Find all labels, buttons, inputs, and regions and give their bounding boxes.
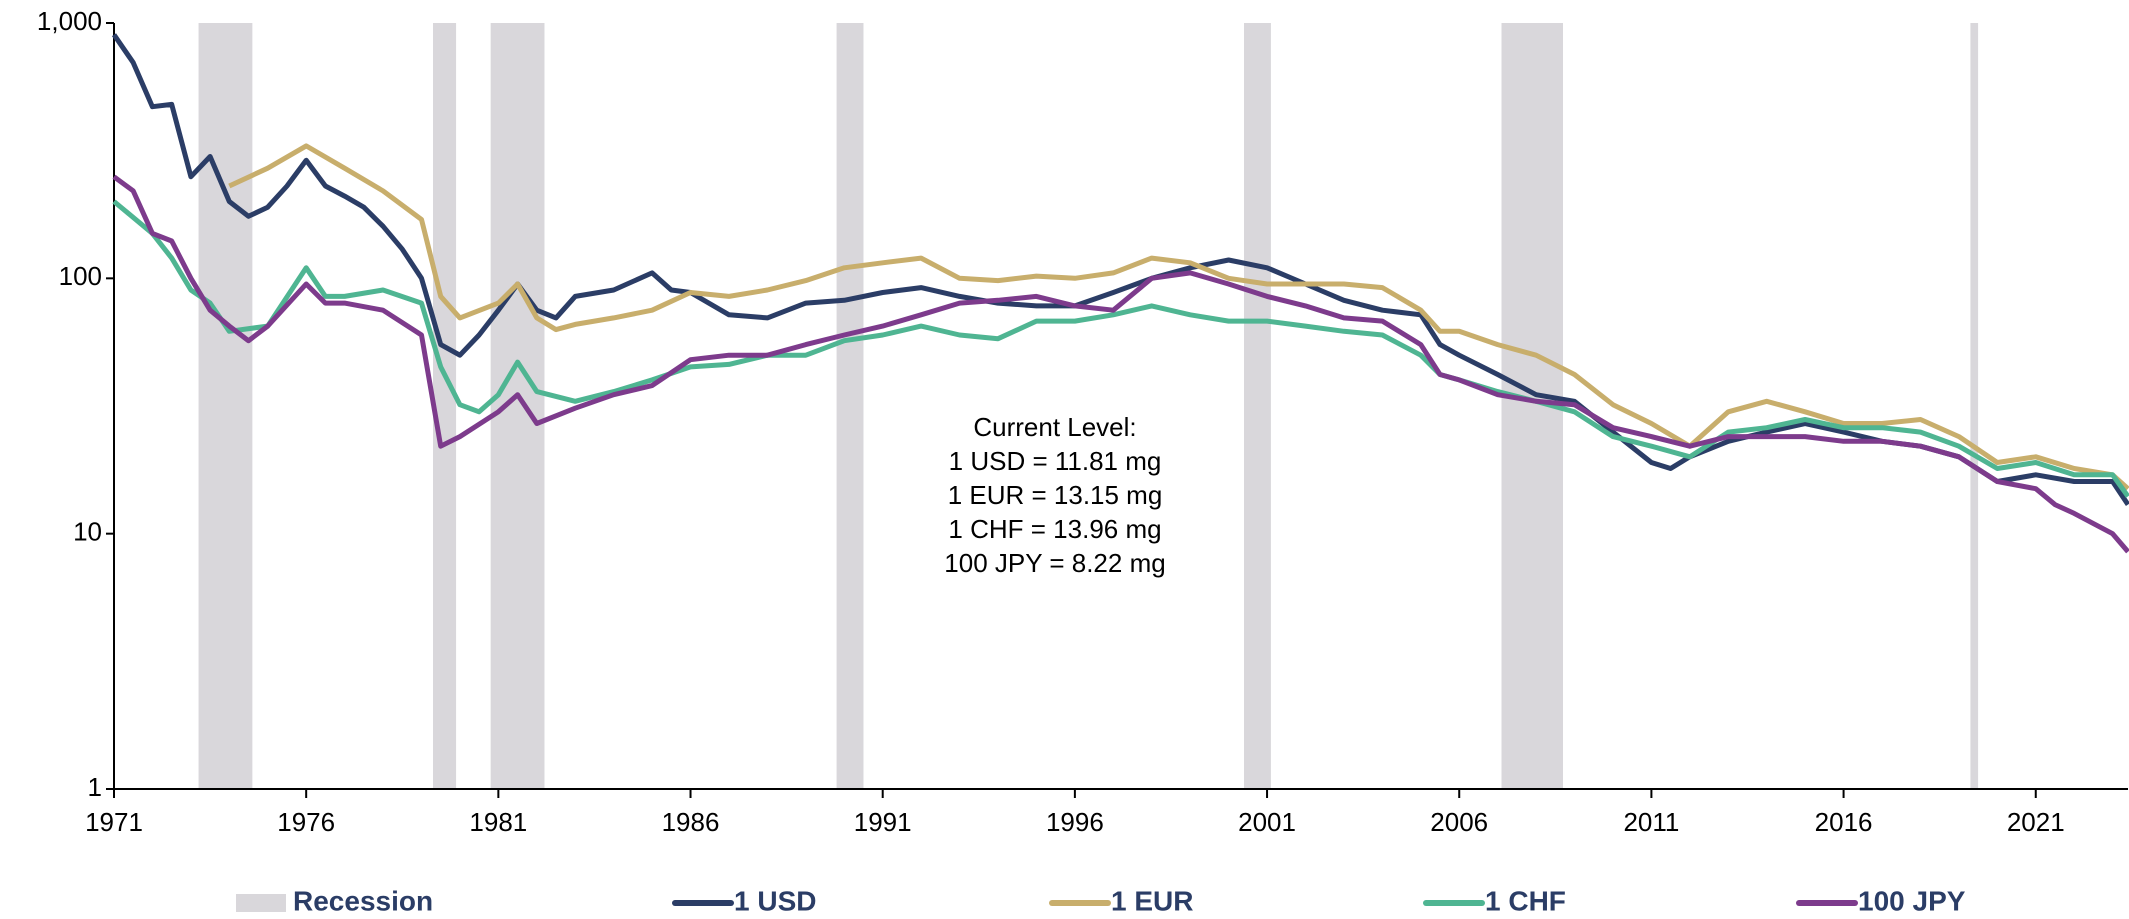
legend-label: 1 EUR	[1111, 885, 1193, 916]
series-line	[228, 143, 2129, 491]
x-tick-label: 1981	[469, 807, 527, 837]
legend-label: 1 CHF	[1485, 885, 1566, 916]
x-tick-label: 1991	[854, 807, 912, 837]
legend-label: 100 JPY	[1858, 885, 1966, 916]
x-tick-label: 2001	[1238, 807, 1296, 837]
annotation-line: 100 JPY = 8.22 mg	[944, 548, 1165, 578]
x-tick-label: 1971	[85, 807, 143, 837]
annotation-line: 1 USD = 11.81 mg	[949, 446, 1162, 476]
annotation-line: 1 CHF = 13.96 mg	[948, 514, 1161, 544]
y-tick-label: 1,000	[37, 6, 102, 36]
recession-band	[1243, 23, 1271, 789]
recession-band	[1970, 23, 1979, 789]
annotation-line: Current Level:	[973, 412, 1136, 442]
x-tick-label: 2011	[1623, 807, 1679, 837]
y-tick-label: 10	[73, 517, 102, 547]
recession-band	[198, 23, 253, 789]
x-tick-label: 1996	[1046, 807, 1104, 837]
legend-label: 1 USD	[734, 885, 816, 916]
series-line	[112, 174, 2129, 554]
x-tick-label: 1976	[277, 807, 335, 837]
x-tick-label: 2006	[1430, 807, 1488, 837]
recession-band	[433, 23, 457, 789]
legend-swatch	[236, 894, 286, 912]
legend: Recession 1 USD 1 EUR 1 CHF 100 JPY	[236, 885, 1966, 916]
x-tick-label: 2016	[1815, 807, 1873, 837]
x-tick-label: 1986	[662, 807, 720, 837]
series-line	[112, 199, 2129, 498]
recession-band	[836, 23, 864, 789]
legend-label: Recession	[293, 885, 433, 916]
annotation: Current Level: 1 USD = 11.81 mg 1 EUR = 13…	[944, 412, 1165, 578]
y-tick-label: 100	[59, 261, 102, 291]
recession-band	[490, 23, 545, 789]
y-tick-label: 1	[88, 772, 102, 802]
x-tick-label: 2021	[2007, 807, 2065, 837]
series-line	[111, 33, 2129, 506]
annotation-line: 1 EUR = 13.15 mg	[948, 480, 1163, 510]
